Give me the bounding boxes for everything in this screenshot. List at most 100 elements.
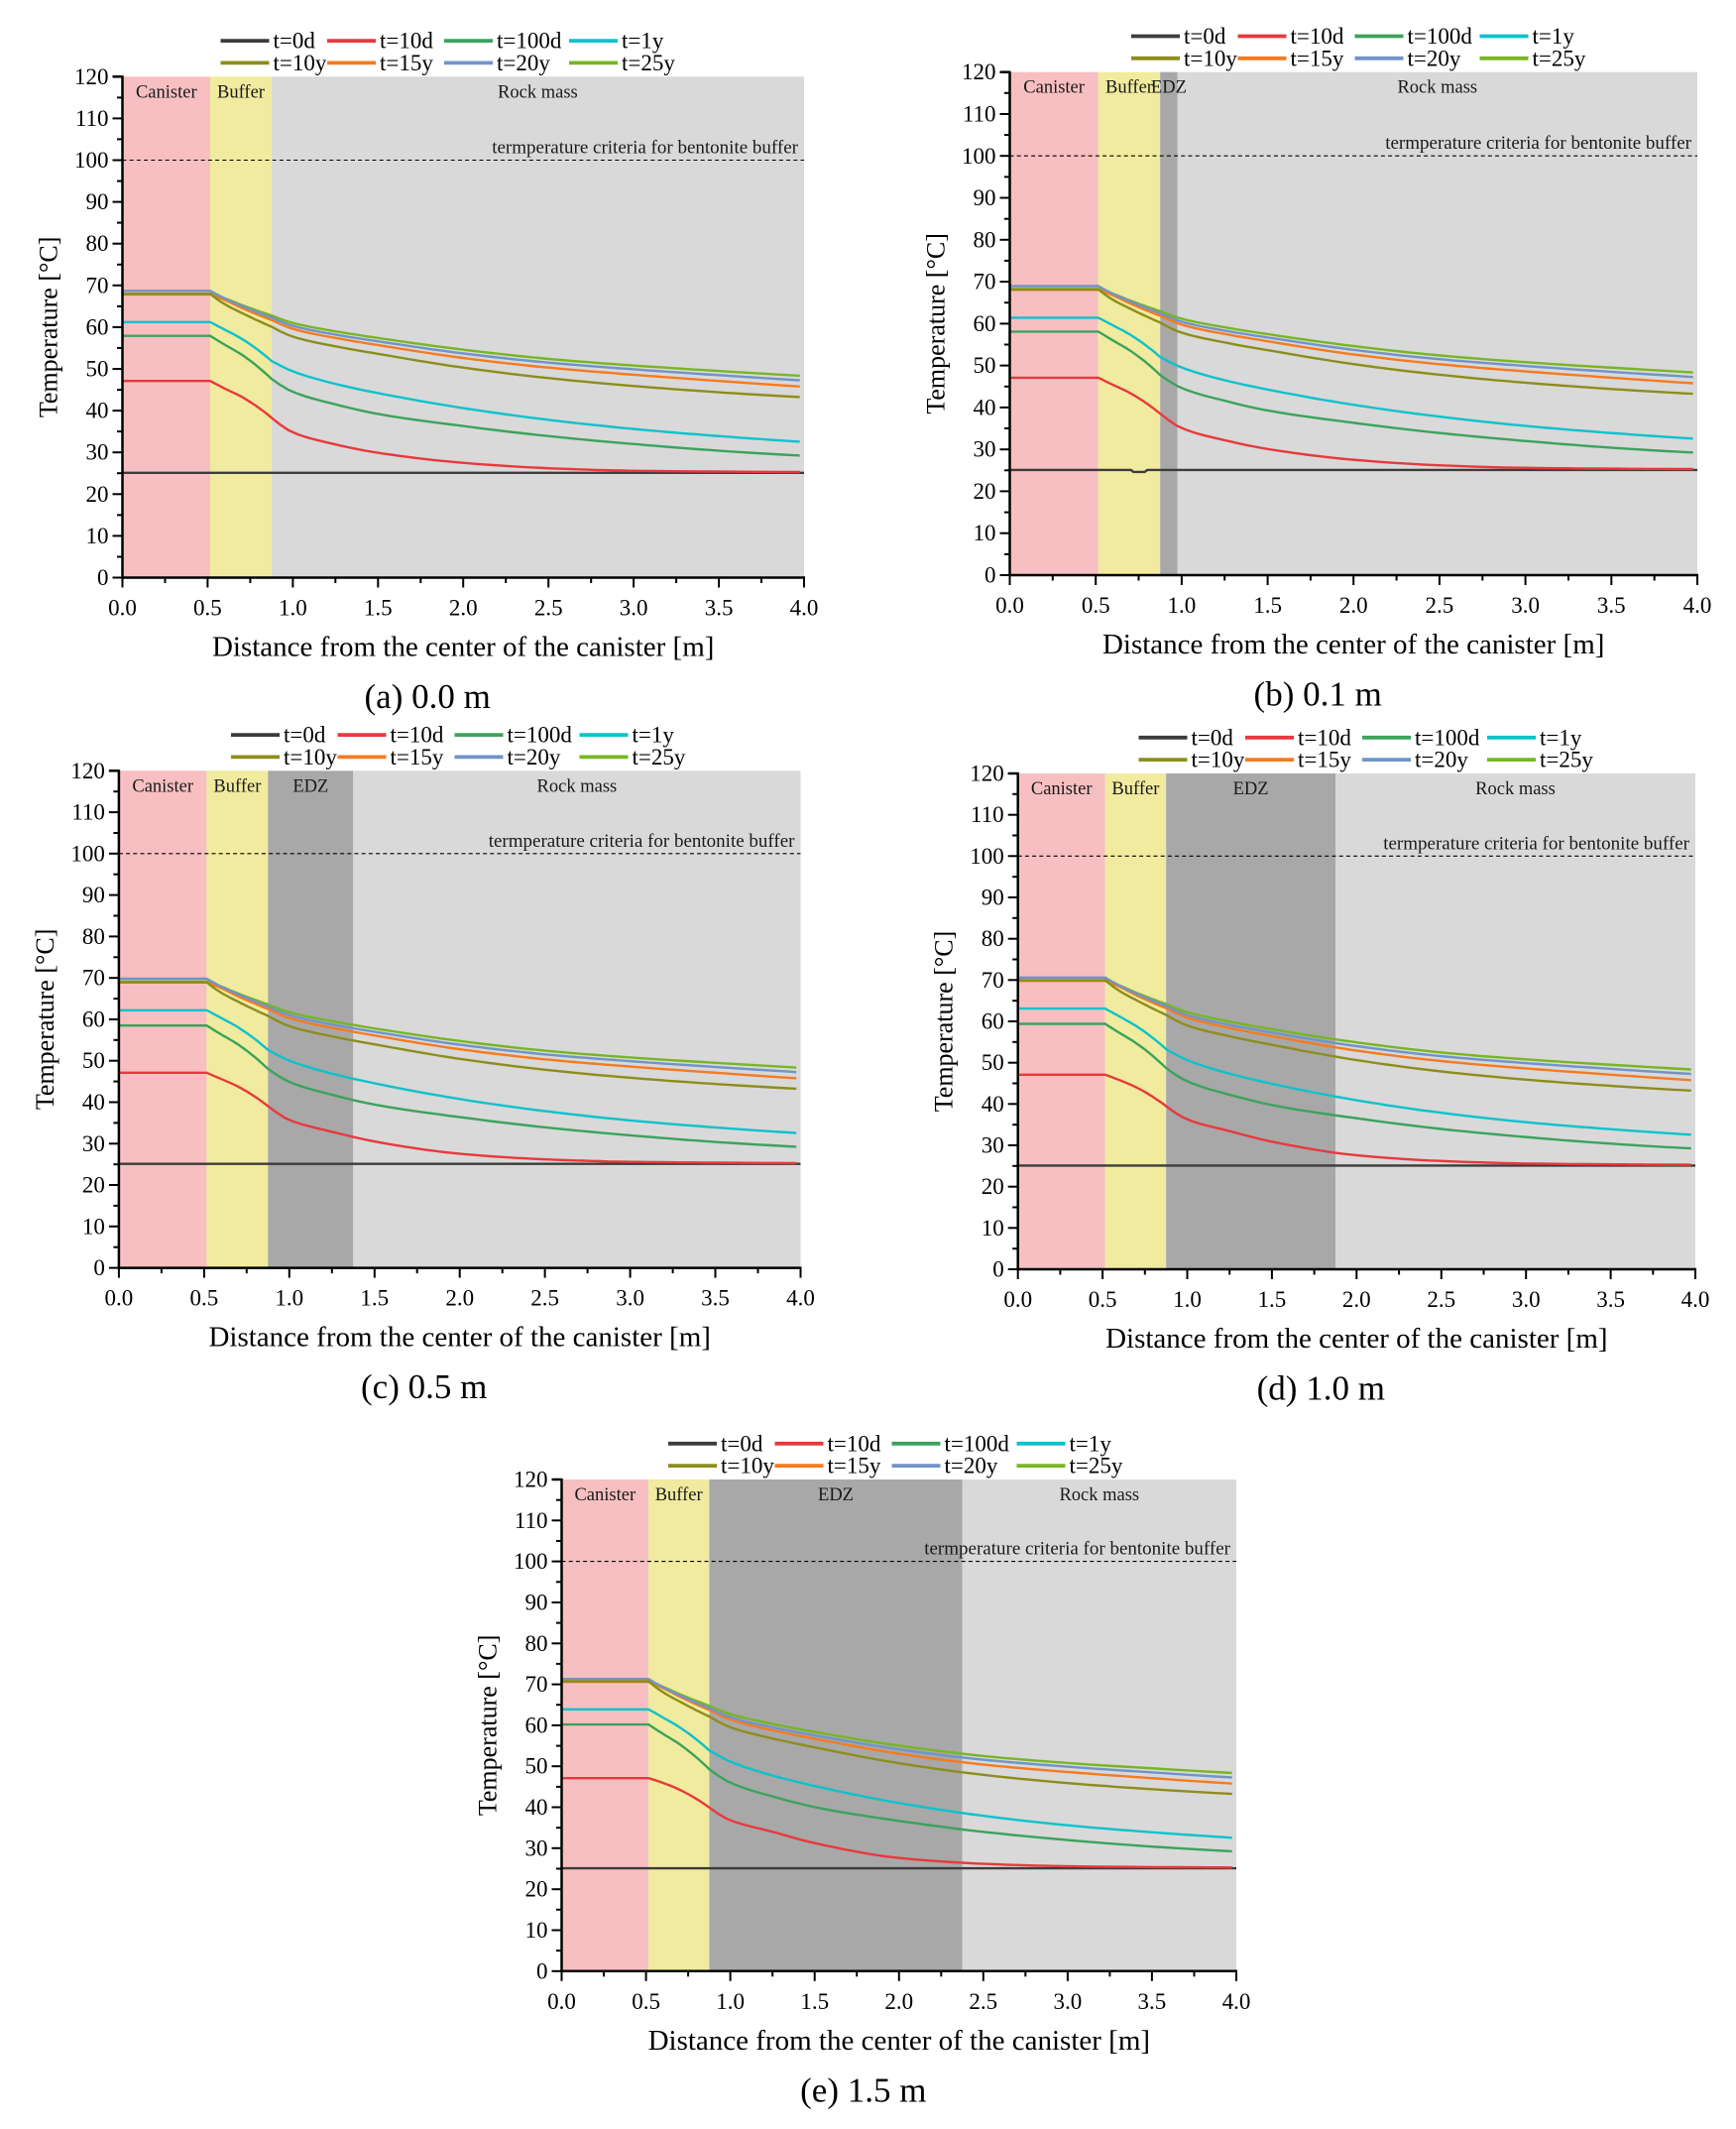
svg-text:50: 50 (525, 1754, 548, 1779)
svg-text:t=1y: t=1y (1533, 24, 1575, 49)
svg-text:40: 40 (982, 1092, 1004, 1117)
svg-text:110: 110 (71, 800, 105, 825)
svg-text:t=20y: t=20y (1415, 748, 1468, 772)
svg-text:1.5: 1.5 (800, 1989, 829, 2014)
svg-text:t=15y: t=15y (1291, 46, 1344, 70)
svg-text:3.5: 3.5 (1597, 593, 1626, 618)
svg-text:t=10y: t=10y (284, 745, 337, 769)
svg-text:t=20y: t=20y (1408, 46, 1461, 70)
svg-text:(a) 0.0 m: (a) 0.0 m (365, 677, 491, 716)
svg-text:90: 90 (974, 185, 996, 210)
svg-text:Distance from the center of th: Distance from the center of the canister… (212, 632, 714, 663)
svg-text:2.5: 2.5 (1427, 1287, 1455, 1312)
svg-text:Buffer: Buffer (1105, 78, 1153, 98)
svg-text:t=1y: t=1y (1070, 1431, 1112, 1456)
svg-text:110: 110 (75, 106, 109, 131)
svg-text:t=20y: t=20y (508, 745, 561, 769)
svg-text:2.5: 2.5 (534, 596, 563, 621)
svg-text:t=15y: t=15y (828, 1454, 881, 1478)
svg-text:termperature criteria for bent: termperature criteria for bentonite buff… (924, 1539, 1230, 1560)
svg-text:2.0: 2.0 (445, 1286, 474, 1311)
svg-text:90: 90 (86, 189, 109, 214)
svg-text:Rock mass: Rock mass (1059, 1485, 1139, 1505)
svg-text:Canister: Canister (136, 82, 197, 102)
svg-text:3.5: 3.5 (705, 596, 734, 621)
svg-text:60: 60 (86, 314, 109, 339)
svg-text:Canister: Canister (574, 1485, 636, 1505)
svg-text:2.0: 2.0 (1342, 1287, 1371, 1312)
svg-text:70: 70 (525, 1672, 548, 1697)
svg-text:40: 40 (82, 1090, 105, 1115)
svg-text:Distance from the center of th: Distance from the center of the canister… (1105, 1323, 1607, 1355)
svg-text:Temperature [°C]: Temperature [°C] (922, 233, 951, 414)
svg-text:2.5: 2.5 (1426, 593, 1454, 618)
svg-text:(b) 0.1 m: (b) 0.1 m (1254, 675, 1382, 714)
svg-text:2.5: 2.5 (530, 1286, 559, 1311)
svg-text:1.0: 1.0 (279, 596, 307, 621)
svg-text:20: 20 (982, 1174, 1004, 1199)
svg-text:0.5: 0.5 (193, 596, 222, 621)
svg-text:10: 10 (982, 1216, 1004, 1241)
svg-text:(c) 0.5 m: (c) 0.5 m (361, 1367, 487, 1406)
svg-text:3.5: 3.5 (701, 1286, 730, 1311)
svg-text:120: 120 (962, 59, 996, 84)
svg-text:40: 40 (86, 399, 109, 423)
svg-text:0.0: 0.0 (547, 1989, 576, 2014)
svg-text:4.0: 4.0 (786, 1286, 815, 1311)
svg-text:3.5: 3.5 (1138, 1989, 1167, 2014)
svg-text:Canister: Canister (1023, 78, 1085, 98)
svg-text:t=0d: t=0d (1184, 24, 1226, 49)
svg-text:110: 110 (515, 1508, 548, 1533)
svg-text:4.0: 4.0 (1222, 1989, 1251, 2014)
svg-text:3.0: 3.0 (1512, 1287, 1541, 1312)
svg-text:Distance from the center of th: Distance from the center of the canister… (208, 1322, 710, 1354)
svg-text:t=100d: t=100d (497, 29, 562, 54)
svg-text:20: 20 (974, 479, 996, 504)
svg-text:1.5: 1.5 (364, 596, 393, 621)
svg-text:1.0: 1.0 (275, 1286, 303, 1311)
svg-text:2.5: 2.5 (969, 1989, 997, 2014)
svg-text:2.0: 2.0 (449, 596, 478, 621)
svg-text:120: 120 (70, 759, 105, 783)
svg-text:90: 90 (82, 883, 105, 907)
svg-text:60: 60 (525, 1713, 548, 1737)
svg-text:t=25y: t=25y (633, 745, 686, 769)
svg-text:50: 50 (86, 357, 109, 382)
svg-text:30: 30 (86, 440, 109, 465)
svg-text:30: 30 (982, 1133, 1004, 1158)
svg-text:60: 60 (974, 311, 996, 336)
svg-text:1.5: 1.5 (1253, 593, 1282, 618)
svg-text:t=1y: t=1y (1540, 725, 1582, 750)
svg-text:4.0: 4.0 (1683, 593, 1712, 618)
svg-text:70: 70 (982, 968, 1004, 993)
svg-text:1.0: 1.0 (1168, 593, 1197, 618)
svg-text:3.5: 3.5 (1596, 1287, 1625, 1312)
svg-text:40: 40 (525, 1795, 548, 1820)
svg-text:20: 20 (525, 1877, 548, 1902)
svg-text:t=25y: t=25y (1070, 1454, 1123, 1478)
svg-text:t=100d: t=100d (945, 1431, 1010, 1456)
svg-text:t=10y: t=10y (721, 1454, 774, 1478)
svg-text:Distance from the center of th: Distance from the center of the canister… (648, 2025, 1150, 2057)
svg-text:Temperature [°C]: Temperature [°C] (31, 929, 59, 1111)
svg-text:40: 40 (974, 395, 996, 419)
svg-text:t=10y: t=10y (1192, 748, 1245, 772)
svg-text:t=0d: t=0d (274, 29, 316, 54)
svg-text:10: 10 (86, 524, 109, 548)
svg-text:100: 100 (70, 841, 105, 866)
svg-text:2.0: 2.0 (1339, 593, 1368, 618)
svg-text:1.5: 1.5 (1258, 1287, 1287, 1312)
svg-text:(d) 1.0 m: (d) 1.0 m (1257, 1369, 1385, 1408)
svg-text:3.0: 3.0 (616, 1286, 644, 1311)
svg-text:t=100d: t=100d (1415, 725, 1480, 750)
svg-text:EDZ: EDZ (1151, 78, 1187, 98)
svg-text:10: 10 (525, 1918, 548, 1943)
svg-text:t=1y: t=1y (622, 29, 664, 54)
svg-text:t=10d: t=10d (1298, 725, 1351, 750)
svg-text:Rock mass: Rock mass (498, 82, 578, 102)
svg-text:80: 80 (82, 924, 105, 949)
svg-text:t=10d: t=10d (828, 1431, 881, 1456)
svg-text:60: 60 (982, 1009, 1004, 1034)
svg-text:Rock mass: Rock mass (1397, 78, 1477, 98)
svg-text:110: 110 (971, 802, 1004, 827)
